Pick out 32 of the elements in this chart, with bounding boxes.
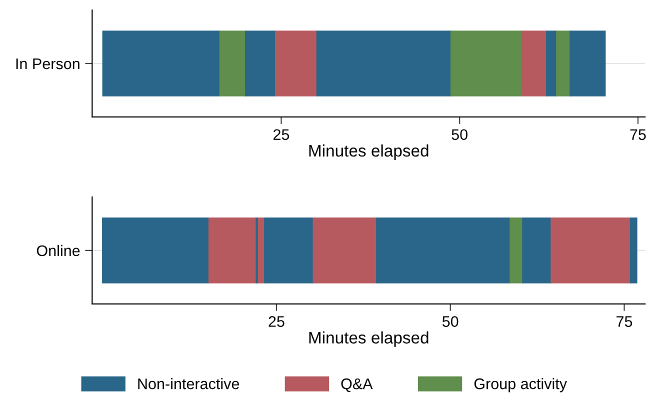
x-tick-label: 50 (452, 129, 468, 140)
legend-label: Q&A (341, 378, 373, 392)
bar (264, 218, 314, 284)
x-tick-label: 75 (630, 129, 646, 140)
x-tick-label: 25 (268, 316, 284, 327)
bar (245, 30, 276, 96)
bar (312, 218, 378, 284)
bar (546, 30, 558, 96)
x-tick-label: 50 (442, 316, 458, 327)
bar (510, 218, 524, 284)
bar (570, 30, 606, 96)
y-tick-label: Online (36, 244, 80, 256)
bar (450, 30, 522, 96)
bar (630, 218, 638, 284)
bar (556, 30, 571, 96)
bar (550, 218, 632, 284)
x-tick-label: 75 (616, 316, 632, 327)
bar (219, 30, 246, 96)
y-tick-label: In Person (16, 58, 80, 70)
x-tick-label: 25 (274, 129, 290, 140)
legend-label: Group activity (474, 378, 568, 392)
legend-label: Non-interactive (138, 378, 240, 390)
bar (274, 30, 318, 96)
x-axis-title: Minutes elapsed (309, 331, 428, 347)
bar (208, 218, 257, 284)
bar (376, 218, 511, 284)
bar (522, 218, 552, 284)
bar (316, 30, 452, 96)
x-axis-title: Minutes elapsed (309, 144, 428, 160)
bar (521, 30, 548, 96)
bar (102, 30, 220, 96)
bar (102, 218, 210, 284)
